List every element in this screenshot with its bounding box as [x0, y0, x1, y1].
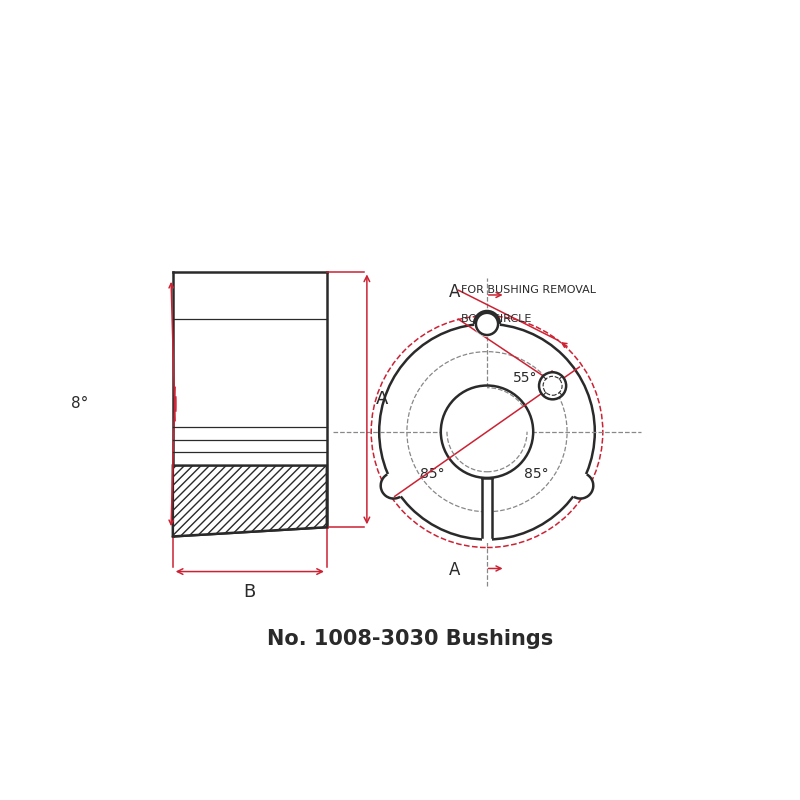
Text: 85°: 85°: [524, 466, 549, 481]
Circle shape: [476, 313, 498, 335]
Text: A: A: [449, 562, 460, 579]
Text: 85°: 85°: [421, 466, 445, 481]
Circle shape: [441, 386, 534, 478]
Text: B: B: [244, 582, 256, 601]
Polygon shape: [173, 466, 327, 537]
Text: No. 1008-3030 Bushings: No. 1008-3030 Bushings: [267, 630, 553, 650]
Circle shape: [364, 309, 610, 555]
Circle shape: [474, 311, 500, 337]
Text: A: A: [449, 283, 460, 301]
Text: BOLT CIRCLE: BOLT CIRCLE: [461, 314, 531, 324]
Text: FOR BUSHING REMOVAL: FOR BUSHING REMOVAL: [461, 285, 596, 295]
Circle shape: [539, 372, 566, 399]
Circle shape: [381, 473, 406, 498]
Bar: [482, 478, 492, 542]
Text: 55°: 55°: [513, 371, 537, 385]
Text: 8°: 8°: [71, 397, 89, 411]
Text: A: A: [376, 390, 389, 408]
Circle shape: [379, 324, 594, 539]
Circle shape: [567, 473, 594, 498]
